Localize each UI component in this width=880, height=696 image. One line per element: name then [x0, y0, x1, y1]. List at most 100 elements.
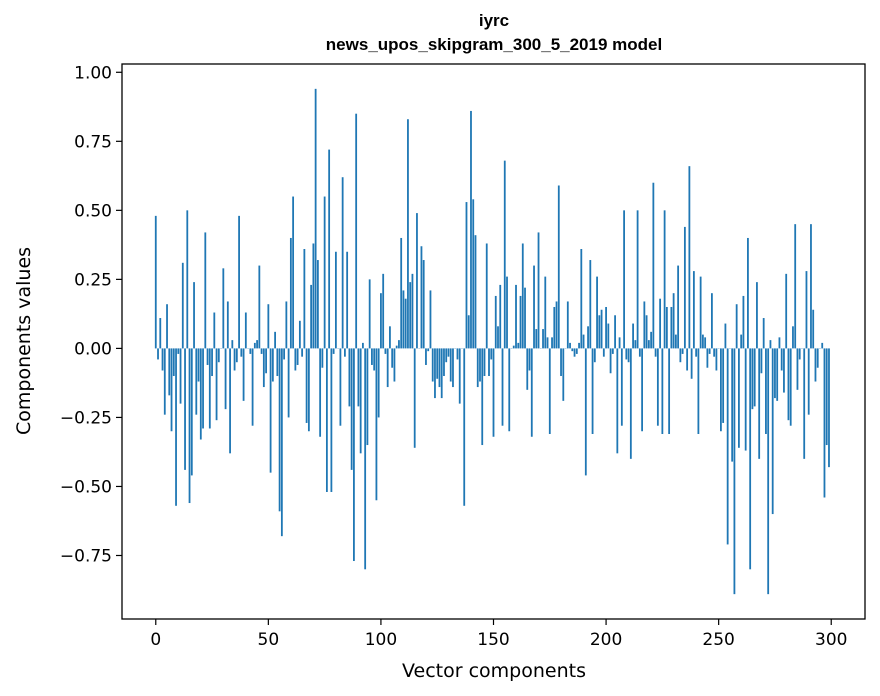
- bar-238: [690, 348, 693, 379]
- bar-213: [634, 340, 637, 349]
- bar-212: [632, 323, 634, 349]
- chart-title: iyrc: [479, 11, 509, 30]
- bar-50: [267, 304, 270, 349]
- bar-9: [175, 348, 177, 506]
- bar-122: [429, 290, 432, 349]
- bar-169: [535, 329, 538, 349]
- bar-209: [625, 348, 628, 360]
- bar-114: [411, 273, 414, 349]
- bar-261: [742, 295, 745, 349]
- bar-178: [555, 301, 558, 349]
- bar-139: [467, 315, 470, 349]
- bar-130: [447, 348, 450, 357]
- bar-45: [256, 340, 258, 349]
- bar-270: [762, 318, 765, 349]
- bar-188: [578, 342, 580, 349]
- bar-40: [244, 312, 247, 349]
- bar-115: [413, 348, 416, 448]
- bar-256: [731, 348, 734, 462]
- bar-86: [348, 348, 351, 407]
- bar-280: [785, 273, 788, 349]
- bar-23: [206, 348, 209, 365]
- bar-241: [697, 348, 700, 434]
- bar-299: [828, 348, 830, 468]
- bar-208: [623, 210, 625, 349]
- bar-106: [393, 348, 396, 382]
- bar-248: [713, 348, 716, 357]
- bar-162: [519, 295, 522, 349]
- bar-138: [465, 202, 468, 349]
- bar-216: [641, 348, 643, 432]
- y-tick-label-2: −0.25: [60, 408, 112, 428]
- bar-59: [287, 348, 290, 418]
- bar-192: [587, 326, 589, 349]
- bar-12: [181, 262, 184, 349]
- bar-151: [494, 295, 497, 349]
- bar-277: [778, 337, 781, 349]
- bar-273: [769, 340, 772, 349]
- bar-72: [316, 260, 319, 349]
- bar-262: [744, 348, 747, 451]
- bar-219: [647, 340, 650, 349]
- bar-89: [355, 113, 358, 349]
- bar-156: [506, 276, 508, 349]
- bar-147: [485, 243, 488, 349]
- bar-152: [497, 326, 499, 349]
- bar-245: [706, 348, 709, 368]
- bar-268: [758, 348, 761, 459]
- bar-150: [492, 348, 495, 437]
- bar-279: [783, 348, 785, 393]
- bar-34: [231, 340, 234, 349]
- bar-203: [611, 348, 614, 354]
- y-tick-label-1: −0.50: [60, 477, 112, 497]
- bar-251: [720, 348, 722, 432]
- bar-165: [526, 348, 529, 390]
- bar-221: [652, 182, 655, 349]
- bar-149: [490, 348, 493, 360]
- bar-90: [357, 348, 360, 407]
- bar-102: [384, 348, 387, 354]
- bars-group: [154, 88, 830, 595]
- bar-15: [188, 348, 191, 504]
- bar-189: [580, 249, 583, 349]
- bar-27: [215, 348, 218, 421]
- bar-3: [161, 348, 164, 371]
- bar-119: [422, 260, 425, 349]
- bar-160: [515, 284, 517, 349]
- bar-54: [276, 348, 279, 377]
- bar-66: [303, 249, 306, 349]
- bar-82: [339, 348, 342, 426]
- bar-222: [654, 348, 657, 357]
- x-tick-label-50: 50: [258, 630, 280, 650]
- bar-272: [767, 348, 770, 595]
- bar-260: [740, 334, 743, 349]
- bar-201: [607, 323, 610, 349]
- bar-37: [238, 215, 240, 349]
- bar-263: [747, 237, 749, 349]
- bar-103: [386, 348, 389, 388]
- bar-172: [542, 329, 544, 349]
- bar-282: [789, 348, 792, 426]
- bar-43: [251, 348, 254, 426]
- bar-42: [249, 348, 252, 354]
- bar-145: [481, 348, 484, 446]
- bar-57: [283, 348, 286, 360]
- bar-101: [382, 273, 385, 349]
- bar-196: [596, 276, 598, 349]
- bar-258: [735, 304, 738, 349]
- bar-19: [197, 348, 200, 382]
- bar-92: [362, 342, 364, 349]
- bar-4: [163, 348, 166, 415]
- bar-85: [346, 251, 349, 349]
- bar-285: [796, 348, 799, 390]
- bar-112: [407, 119, 409, 349]
- bar-154: [501, 348, 504, 426]
- bar-134: [456, 348, 459, 360]
- y-tick-label-6: 0.75: [74, 132, 112, 152]
- bar-91: [359, 348, 362, 454]
- bar-164: [524, 287, 526, 349]
- bar-63: [296, 348, 299, 365]
- bar-135: [458, 348, 461, 404]
